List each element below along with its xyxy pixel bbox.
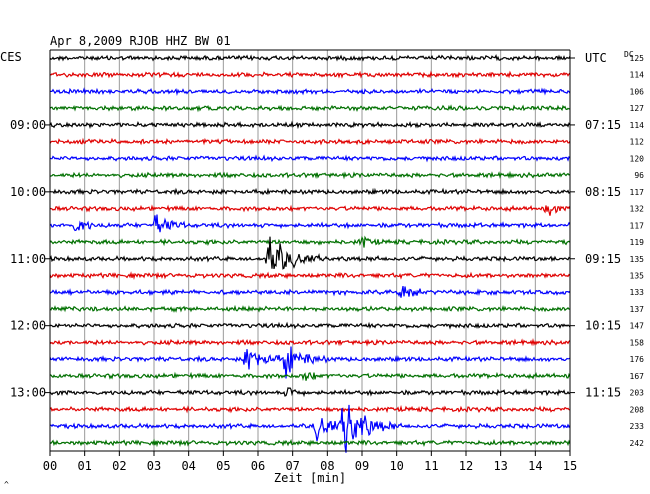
x-tick-label: 05 [216,459,230,473]
trace-23 [49,438,571,448]
trace-5 [49,137,571,146]
dc-offset-label: 158 [630,338,645,347]
trace-2 [49,87,571,97]
trace-16 [49,321,571,330]
dc-offset-label: 137 [630,305,645,314]
dc-offset-label: 114 [630,71,645,80]
trace-10 [49,214,571,233]
trace-0 [49,54,571,62]
x-tick-label: 03 [147,459,161,473]
trace-18 [49,346,571,379]
dc-offset-label: 242 [630,439,645,448]
dc-offset-label: 96 [634,171,644,180]
time-grid [84,50,536,451]
dc-offset-label: 125 [630,54,645,63]
x-axis-ticks: 00 01 02 03 04 05 06 07 08 09 10 11 12 13 14 15 [43,451,577,473]
x-tick-label: 14 [528,459,542,473]
trace-7 [49,170,571,180]
trace-15 [49,304,571,313]
trace-8 [49,187,571,196]
x-tick-label: 11 [424,459,438,473]
chart-title: Apr 8,2009 RJOB HHZ BW 01 [50,34,231,48]
dc-offset-label: 147 [630,322,645,331]
dc-offset-label: 117 [630,188,645,197]
dc-offset-label: 167 [630,372,645,381]
x-tick-label: 01 [77,459,91,473]
local-time-label: 09:00 [10,118,46,132]
dc-offset-label: 133 [630,288,645,297]
trace-4 [49,120,571,130]
utc-time-label: UTC [585,51,607,65]
trace-9 [49,204,571,216]
x-tick-label: 13 [493,459,507,473]
dc-offset-label: 135 [630,271,645,280]
utc-time-label: 10:15 [585,319,621,333]
x-tick-label: 02 [112,459,126,473]
local-time-label: 12:00 [10,319,46,333]
dc-offset-label: 117 [630,221,645,230]
trace-1 [49,70,571,79]
x-tick-label: 15 [563,459,577,473]
trace-11 [49,235,571,248]
trace-20 [49,387,571,398]
dc-offset-labels: 125 114 106 127 114 112 120 96 117 132 117 119 135 13… [630,54,645,448]
dc-offset-label: 120 [630,154,645,163]
x-axis-label: Zeit [min] [274,471,346,485]
dc-offset-label: 233 [630,422,645,431]
dc-offset-label: 176 [630,355,645,364]
corner-mark: ^ [4,480,9,489]
dc-offset-label: 106 [630,87,645,96]
dc-offset-label: 127 [630,104,645,113]
utc-time-label: 08:15 [585,185,621,199]
trace-22 [49,404,571,453]
dc-offset-label: 208 [630,405,645,414]
trace-13 [49,271,571,280]
dc-offset-label: 135 [630,255,645,264]
trace-14 [49,285,571,298]
x-tick-label: 04 [181,459,195,473]
utc-time-label: 09:15 [585,252,621,266]
utc-time-label: 07:15 [585,118,621,132]
dc-offset-label: 114 [630,121,645,130]
x-tick-label: 00 [43,459,57,473]
trace-3 [49,104,571,113]
utc-time-labels: UTC 07:15 08:15 09:15 10:15 11:15 [570,51,621,400]
x-tick-label: 10 [389,459,403,473]
trace-6 [49,154,571,163]
trace-21 [49,404,571,414]
seismic-traces [49,54,571,453]
x-tick-label: 08 [320,459,334,473]
x-tick-label: 12 [459,459,473,473]
trace-17 [49,338,571,347]
local-time-labels: 09:00 10:00 11:00 12:00 13:00 [10,118,50,400]
utc-time-label: 11:15 [585,386,621,400]
trace-19 [49,371,571,381]
local-time-label: 10:00 [10,185,46,199]
trace-12 [49,236,571,270]
local-time-label: 11:00 [10,252,46,266]
dc-offset-label: 203 [630,389,645,398]
left-timezone-label: CES [0,50,22,64]
x-tick-label: 06 [251,459,265,473]
dc-offset-label: 119 [630,238,645,247]
dc-column-label: DC [624,50,634,59]
x-tick-label: 07 [285,459,299,473]
plot-frame [49,49,571,452]
local-time-label: 13:00 [10,386,46,400]
x-tick-label: 09 [355,459,369,473]
dc-offset-label: 132 [630,205,645,214]
dc-offset-label: 112 [630,138,645,147]
